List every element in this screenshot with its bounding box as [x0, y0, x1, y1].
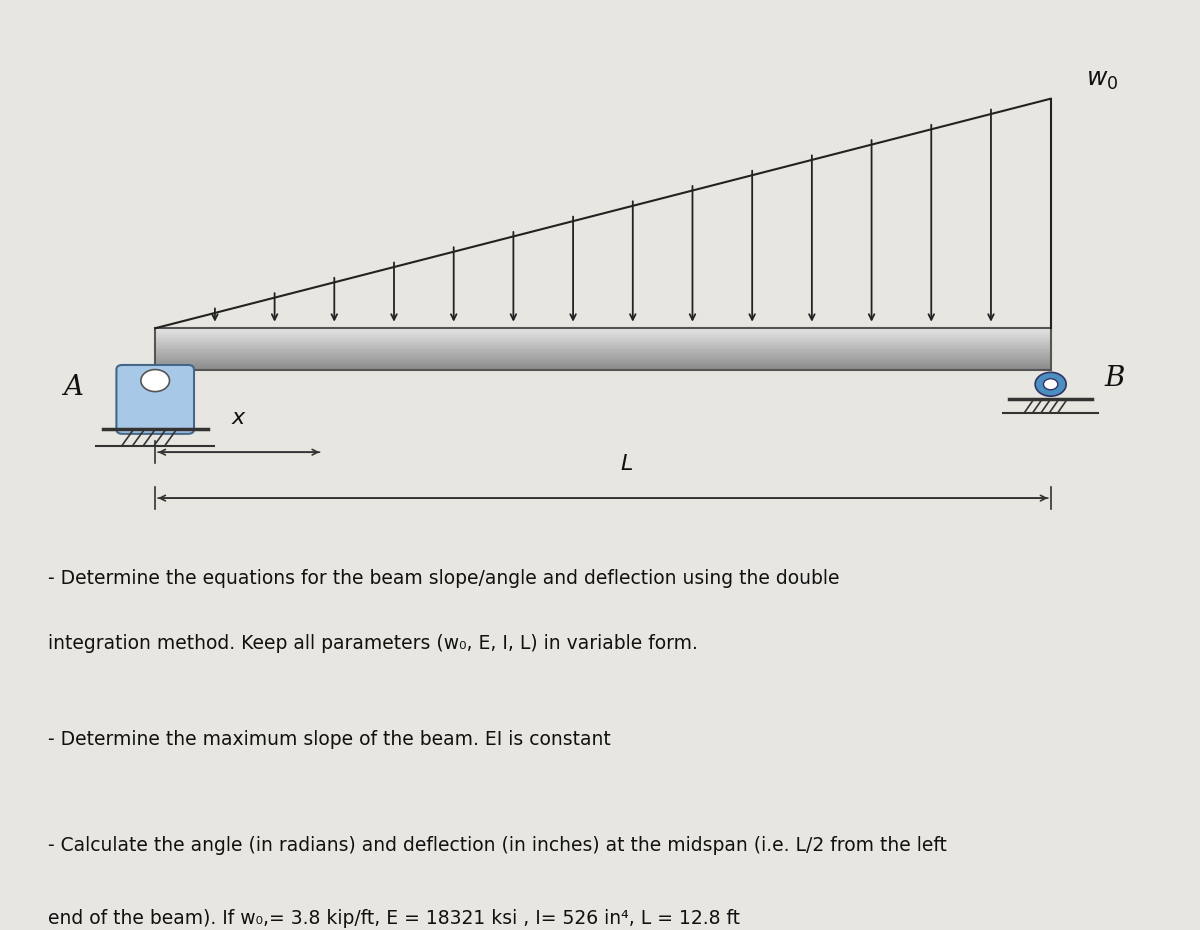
Text: $L$: $L$: [620, 453, 634, 475]
Polygon shape: [155, 359, 1051, 360]
Circle shape: [140, 369, 169, 392]
Polygon shape: [155, 345, 1051, 346]
Text: B: B: [1104, 365, 1124, 392]
Polygon shape: [155, 368, 1051, 369]
Polygon shape: [155, 329, 1051, 331]
Polygon shape: [155, 351, 1051, 352]
Polygon shape: [155, 356, 1051, 357]
Polygon shape: [155, 361, 1051, 363]
Polygon shape: [155, 348, 1051, 349]
Text: end of the beam). If w₀,= 3.8 kip/ft, E = 18321 ksi , I= 526 in⁴, L = 12.8 ft: end of the beam). If w₀,= 3.8 kip/ft, E …: [48, 909, 739, 928]
Text: $w_0$: $w_0$: [1086, 69, 1118, 92]
Polygon shape: [155, 366, 1051, 368]
Polygon shape: [155, 338, 1051, 339]
Text: - Calculate the angle (in radians) and deflection (in inches) at the midspan (i.: - Calculate the angle (in radians) and d…: [48, 835, 947, 855]
Polygon shape: [155, 334, 1051, 335]
Polygon shape: [155, 365, 1051, 366]
Text: - Determine the maximum slope of the beam. EI is constant: - Determine the maximum slope of the bea…: [48, 730, 611, 749]
Text: A: A: [62, 374, 83, 401]
Polygon shape: [155, 364, 1051, 365]
Polygon shape: [155, 331, 1051, 332]
Text: - Determine the equations for the beam slope/angle and deflection using the doub: - Determine the equations for the beam s…: [48, 569, 839, 589]
Polygon shape: [155, 352, 1051, 353]
Polygon shape: [155, 353, 1051, 354]
FancyBboxPatch shape: [116, 365, 194, 433]
Polygon shape: [155, 342, 1051, 343]
Polygon shape: [155, 340, 1051, 342]
Polygon shape: [155, 349, 1051, 351]
Polygon shape: [155, 339, 1051, 340]
Circle shape: [1036, 372, 1066, 396]
Text: integration method. Keep all parameters (w₀, E, I, L) in variable form.: integration method. Keep all parameters …: [48, 633, 697, 653]
Polygon shape: [155, 337, 1051, 338]
Polygon shape: [155, 346, 1051, 348]
Polygon shape: [155, 328, 1051, 329]
Polygon shape: [155, 335, 1051, 337]
Polygon shape: [155, 360, 1051, 361]
Polygon shape: [155, 357, 1051, 359]
Circle shape: [1044, 379, 1058, 390]
Polygon shape: [155, 332, 1051, 334]
Text: $x$: $x$: [230, 407, 247, 430]
Polygon shape: [155, 363, 1051, 364]
Polygon shape: [155, 343, 1051, 345]
Polygon shape: [155, 354, 1051, 356]
